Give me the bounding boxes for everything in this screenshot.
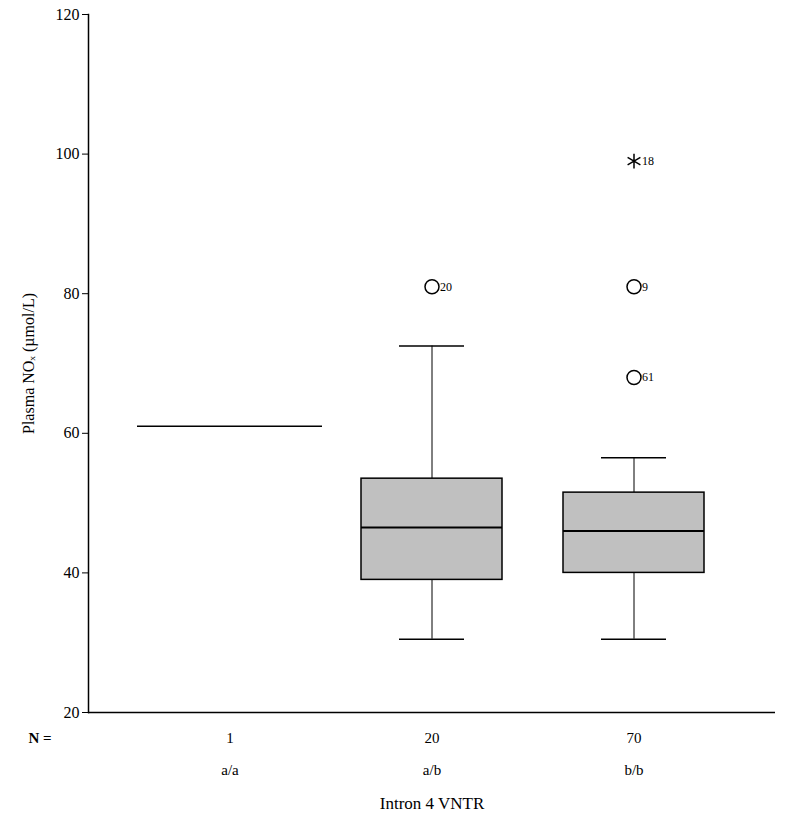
svg-text:60: 60: [64, 424, 80, 441]
svg-text:100: 100: [56, 145, 80, 162]
svg-text:20: 20: [425, 730, 440, 746]
svg-text:40: 40: [64, 564, 80, 581]
svg-text:20: 20: [440, 280, 452, 294]
svg-text:61: 61: [642, 370, 654, 384]
svg-text:a/a: a/a: [221, 762, 239, 778]
svg-text:Plasma NOₓ (µmol/L): Plasma NOₓ (µmol/L): [20, 293, 38, 434]
svg-text:1: 1: [226, 730, 234, 746]
svg-text:120: 120: [56, 6, 80, 23]
svg-text:80: 80: [64, 285, 80, 302]
svg-text:N =: N =: [29, 730, 52, 746]
svg-text:b/b: b/b: [624, 762, 643, 778]
svg-text:18: 18: [642, 154, 654, 168]
svg-text:70: 70: [627, 730, 642, 746]
svg-text:20: 20: [64, 704, 80, 721]
svg-text:Intron 4 VNTR: Intron 4 VNTR: [380, 794, 485, 813]
svg-text:9: 9: [642, 280, 648, 294]
svg-text:a/b: a/b: [423, 762, 441, 778]
